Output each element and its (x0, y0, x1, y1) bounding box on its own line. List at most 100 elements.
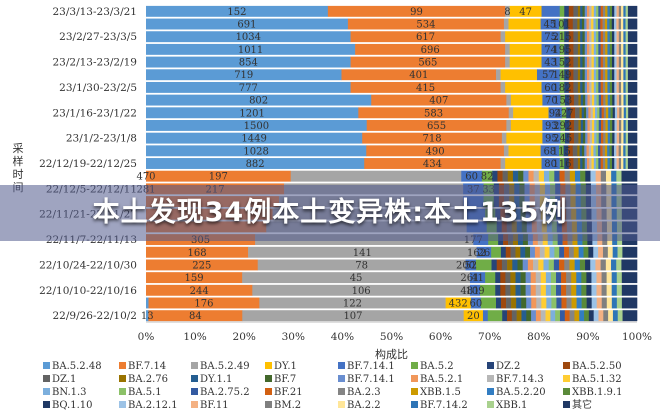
bar-segment (604, 18, 608, 30)
bar-segment (577, 81, 581, 93)
bar-segment (508, 18, 541, 30)
bar-segment (491, 246, 502, 258)
bar-segment (589, 5, 592, 17)
bar-segment (605, 56, 608, 68)
bar-segment (597, 18, 601, 30)
bar-segment (146, 259, 259, 271)
bar-segment (607, 56, 611, 68)
bar-segment (600, 158, 604, 169)
bar-segment (596, 43, 599, 55)
bar-segment (146, 284, 253, 296)
y-tick-label: 22/9/26-22/10/2 (52, 310, 137, 322)
bar-segment (525, 284, 532, 296)
data-label: 854 (239, 58, 258, 69)
legend-swatch (43, 362, 50, 369)
bar-segment (605, 69, 608, 81)
legend-swatch (265, 375, 272, 382)
bar-segment (500, 284, 506, 296)
bar-segment (525, 246, 531, 258)
data-label: 106 (352, 286, 371, 297)
legend-swatch (487, 375, 494, 382)
legend-label: BA.5.1.32 (572, 374, 622, 385)
y-tick-label: 22/10/10-22/10/16 (39, 285, 137, 297)
bar-segment (596, 120, 600, 131)
bar-segment (582, 31, 586, 43)
data-label: 162 (467, 248, 486, 259)
bar-segment (606, 107, 609, 119)
bar-segment (549, 170, 555, 182)
bar-segment (341, 69, 497, 81)
bar-segment (146, 297, 149, 309)
data-label: 78 (355, 260, 368, 271)
bar-segment (618, 120, 622, 131)
bar-segment (508, 145, 541, 157)
bar-segment (482, 310, 489, 322)
bar-segment (584, 158, 588, 169)
x-tick-label: 100% (622, 331, 652, 343)
bar-segment (564, 56, 570, 68)
bar-segment (593, 246, 599, 258)
bar-segment (549, 246, 555, 258)
legend-label: DY.1 (274, 361, 297, 372)
bar-segment (500, 158, 506, 169)
bar-segment (616, 94, 620, 106)
bar-segment (535, 310, 542, 322)
data-label: 182 (552, 83, 571, 94)
bar-segment (596, 132, 600, 144)
bar-segment (609, 132, 613, 144)
bar-segment (555, 310, 561, 322)
bar-segment (580, 43, 583, 55)
legend-swatch (411, 375, 418, 382)
bar-segment (611, 81, 615, 93)
bar-segment (618, 43, 622, 55)
bar-segment (600, 5, 604, 17)
bar-segment (590, 170, 596, 182)
bar-segment (600, 69, 604, 81)
bar-segment (475, 259, 492, 271)
bar-segment (596, 69, 599, 81)
bar-segment (608, 310, 614, 322)
bar-segment (573, 158, 579, 169)
bar-segment (580, 69, 583, 81)
bar-segment (505, 246, 511, 258)
bar-segment (591, 297, 598, 309)
bar-segment (579, 259, 586, 271)
bar-segment (593, 5, 597, 17)
bar-segment (540, 310, 546, 322)
bar-segment (538, 259, 544, 271)
bar-segment (580, 170, 586, 182)
bar-segment (577, 18, 580, 30)
bar-segment (510, 246, 516, 258)
bar-segment (591, 132, 595, 144)
bar-segment (618, 69, 622, 81)
bar-segment (591, 81, 595, 93)
bar-segment (585, 132, 588, 144)
bar-segment (589, 56, 592, 68)
bar-segment (591, 31, 595, 43)
data-label: 719 (234, 70, 253, 81)
bar-segment (550, 310, 556, 322)
legend-swatch (43, 388, 50, 395)
bar-segment (627, 18, 638, 30)
bar-segment (573, 69, 579, 81)
data-label: 481 (460, 286, 479, 297)
bar-segment (588, 18, 592, 30)
data-label: 176 (194, 298, 213, 309)
bar-segment (541, 43, 561, 55)
bar-segment (616, 5, 620, 17)
bar-segment (327, 5, 506, 17)
data-label: 109 (465, 286, 484, 297)
bar-segment (148, 310, 243, 322)
bar-segment (623, 81, 626, 93)
bar-segment (625, 43, 629, 55)
bar-segment (578, 94, 581, 106)
bar-segment (621, 5, 624, 17)
bar-segment (525, 272, 532, 284)
bar-segment (508, 107, 514, 119)
bar-segment (146, 43, 356, 55)
data-label: 159 (185, 273, 204, 284)
legend-swatch (411, 388, 418, 395)
bar-segment (600, 259, 607, 271)
data-label: 200 (456, 260, 475, 271)
bar-segment (573, 94, 579, 106)
